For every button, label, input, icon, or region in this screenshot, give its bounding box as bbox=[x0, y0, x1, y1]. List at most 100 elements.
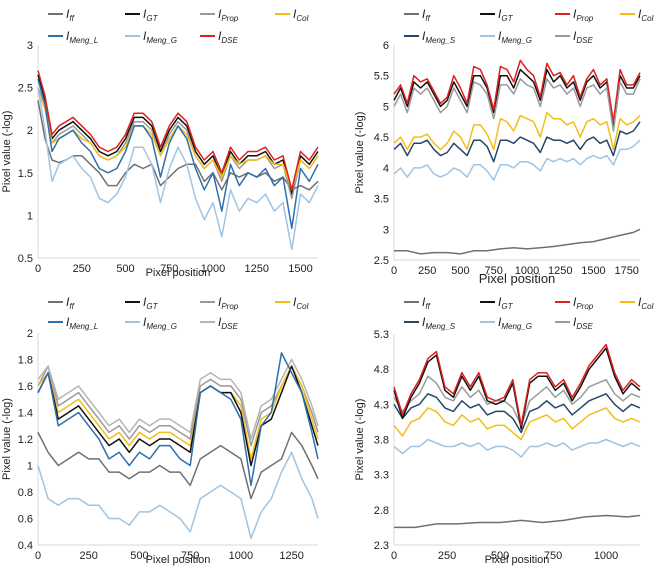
y-tick-label: 6 bbox=[383, 40, 389, 52]
series-line-ml bbox=[37, 78, 319, 229]
legend-label-sub: Meng_G bbox=[501, 322, 532, 331]
legend-label-sub: DSE bbox=[221, 36, 238, 45]
legend-label-gt-panel-3: IGT bbox=[143, 295, 159, 311]
y-tick-label: 4.5 bbox=[374, 132, 389, 144]
legend-label-base: I bbox=[573, 7, 577, 21]
legend-label-sub: GT bbox=[146, 302, 158, 311]
series-line-gt bbox=[37, 365, 319, 467]
y-tick-label: 2.5 bbox=[18, 83, 33, 95]
x-tick-label: 250 bbox=[73, 263, 91, 275]
x-tick-label: 0 bbox=[35, 550, 41, 562]
legend-label-prop-panel-3: IProp bbox=[218, 295, 239, 311]
x-axis-title: Pixel position bbox=[146, 267, 211, 279]
legend-label-sub: Prop bbox=[576, 302, 593, 311]
series-line-ms bbox=[393, 121, 641, 163]
legend-label-dse-panel-2: IDSE bbox=[573, 29, 593, 45]
x-tick-label: 250 bbox=[418, 265, 436, 277]
legend-label-sub: ff bbox=[425, 14, 430, 23]
y-tick-label: 4 bbox=[383, 163, 389, 175]
legend-label-sub: GT bbox=[501, 302, 513, 311]
series-line-mg bbox=[393, 438, 641, 458]
legend-label-ms-panel-2: IMeng_S bbox=[422, 29, 456, 45]
x-tick-label: 500 bbox=[130, 550, 148, 562]
legend-label-base: I bbox=[66, 315, 70, 329]
y-tick-label: 2 bbox=[27, 328, 33, 340]
legend-label-base: I bbox=[143, 315, 147, 329]
legend-label-sub: Meng_G bbox=[146, 322, 177, 331]
legend-label-col-panel-3: ICol bbox=[293, 295, 309, 311]
legend-label-ml-panel-1: IMeng_L bbox=[66, 29, 98, 45]
legend-label-sub: DSE bbox=[221, 322, 238, 331]
legend-label-sub: Meng_G bbox=[146, 36, 177, 45]
y-tick-label: 2 bbox=[27, 125, 33, 137]
series-line-ff bbox=[394, 228, 641, 255]
y-tick-label: 3.3 bbox=[374, 470, 389, 482]
x-tick-label: 0 bbox=[391, 265, 397, 277]
series-line-ff bbox=[394, 514, 641, 529]
legend-label-base: I bbox=[293, 295, 297, 309]
y-tick-label: 0.5 bbox=[18, 253, 33, 265]
y-axis-title: Pixel value (-log) bbox=[1, 398, 13, 480]
y-tick-label: 1 bbox=[27, 461, 33, 473]
x-tick-label: 1250 bbox=[548, 265, 572, 277]
chart-panel-4: 2.3 2.8 3.3 3.8 4.3 4.8 5.3 0 250 500 750 1000 Pixel… bbox=[354, 295, 654, 566]
x-tick-label: 250 bbox=[438, 550, 456, 562]
legend-label-ff-panel-2: Iff bbox=[422, 7, 431, 23]
legend-label-mg-panel-4: IMeng_G bbox=[498, 315, 532, 331]
series-line-dse bbox=[37, 70, 319, 191]
legend-label-sub: GT bbox=[501, 14, 513, 23]
series-line-dse bbox=[393, 375, 641, 427]
legend-label-ff-panel-1: Iff bbox=[66, 7, 75, 23]
legend-label-gt-panel-2: IGT bbox=[498, 7, 514, 23]
y-tick-label: 0.6 bbox=[18, 514, 33, 526]
y-tick-label: 0.4 bbox=[18, 540, 33, 552]
x-tick-label: 750 bbox=[181, 550, 199, 562]
legend-label-dse-panel-1: IDSE bbox=[218, 29, 238, 45]
legend-label-gt-panel-4: IGT bbox=[498, 295, 514, 311]
x-tick-label: 750 bbox=[160, 263, 178, 275]
x-tick-label: 750 bbox=[485, 265, 503, 277]
legend-label-prop-panel-4: IProp bbox=[573, 295, 594, 311]
legend-label-base: I bbox=[638, 7, 642, 21]
legend-label-base: I bbox=[638, 295, 642, 309]
legend-label-base: I bbox=[218, 295, 222, 309]
y-tick-label: 1 bbox=[27, 210, 33, 222]
x-tick-label: 1000 bbox=[594, 550, 618, 562]
series-line-ff bbox=[37, 431, 319, 500]
x-tick-label: 500 bbox=[451, 265, 469, 277]
legend-label-base: I bbox=[66, 7, 70, 21]
y-axis-title: Pixel value (-log) bbox=[354, 399, 366, 481]
x-axis-title: Pixel position bbox=[146, 554, 211, 566]
legend-label-ms-panel-4: IMeng_S bbox=[422, 315, 456, 331]
legend-label-base: I bbox=[422, 295, 426, 309]
legend-label-mg-panel-2: IMeng_G bbox=[498, 29, 532, 45]
series-line-gt bbox=[37, 74, 319, 195]
x-tick-label: 250 bbox=[80, 550, 98, 562]
y-tick-label: 1.8 bbox=[18, 355, 33, 367]
y-tick-label: 2.8 bbox=[374, 505, 389, 517]
legend-label-base: I bbox=[498, 295, 502, 309]
legend-label-sub: Meng_L bbox=[69, 322, 98, 331]
legend-label-sub: ff bbox=[425, 302, 430, 311]
series-line-col bbox=[37, 91, 319, 191]
x-tick-label: 1000 bbox=[201, 263, 225, 275]
series-line-col bbox=[393, 407, 641, 441]
x-tick-label: 1750 bbox=[614, 265, 638, 277]
legend-label-sub: Meng_L bbox=[69, 36, 98, 45]
series-line-col bbox=[393, 111, 641, 151]
x-tick-label: 750 bbox=[544, 550, 562, 562]
legend-label-base: I bbox=[143, 7, 147, 21]
legend-label-base: I bbox=[573, 29, 577, 43]
x-tick-label: 1000 bbox=[229, 550, 253, 562]
x-axis-title: Pixel position bbox=[485, 554, 550, 566]
legend-label-sub: Prop bbox=[221, 302, 238, 311]
legend-label-mg-panel-3: IMeng_G bbox=[143, 315, 177, 331]
legend-label-base: I bbox=[422, 315, 426, 329]
legend-label-sub: DSE bbox=[576, 322, 593, 331]
series-line-ms bbox=[393, 393, 641, 434]
legend-label-base: I bbox=[218, 7, 222, 21]
legend-label-prop-panel-2: IProp bbox=[573, 7, 594, 23]
legend-label-sub: Meng_G bbox=[501, 36, 532, 45]
series-line-prop bbox=[393, 59, 641, 123]
legend-label-sub: Meng_S bbox=[425, 322, 455, 331]
